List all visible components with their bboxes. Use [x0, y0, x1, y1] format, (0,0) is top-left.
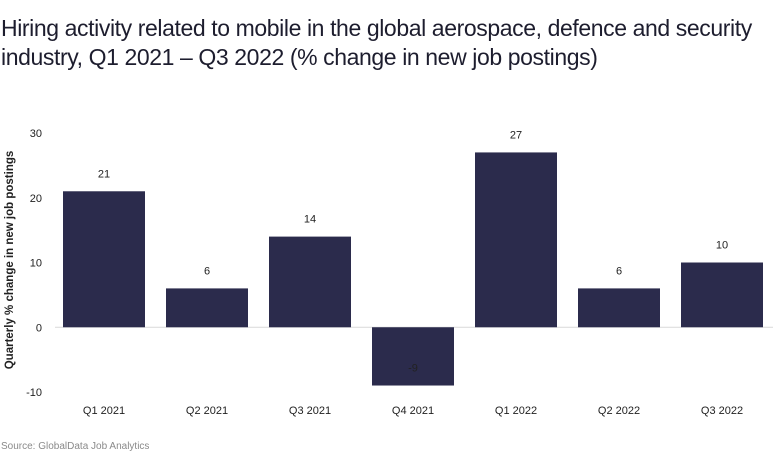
x-tick-label: Q4 2021 [392, 405, 434, 417]
data-labels: 21 6 14 -9 27 6 10 [98, 129, 728, 374]
y-tick-label: 10 [30, 258, 42, 270]
y-tick-label: 30 [30, 128, 42, 140]
bar [166, 288, 248, 328]
bar [372, 327, 454, 386]
x-tick-label: Q2 2021 [186, 405, 228, 417]
y-axis-ticks: 30 20 10 0 -10 [26, 128, 42, 399]
bar [681, 262, 763, 328]
bar [269, 236, 351, 328]
x-tick-label: Q3 2022 [701, 405, 743, 417]
chart-title: Hiring activity related to mobile in the… [1, 15, 752, 70]
data-label: 27 [510, 129, 522, 141]
data-label: 6 [616, 265, 622, 277]
bar [475, 152, 557, 328]
x-tick-label: Q1 2022 [495, 405, 537, 417]
x-tick-label: Q3 2021 [289, 405, 331, 417]
y-axis-label-group: Quarterly % change in new job postings [4, 151, 16, 370]
data-label: 14 [304, 214, 316, 226]
data-label: 10 [716, 240, 728, 252]
y-axis-label: Quarterly % change in new job postings [4, 151, 16, 370]
x-tick-label: Q1 2021 [83, 405, 125, 417]
data-label: 6 [204, 265, 210, 277]
bars [63, 152, 763, 386]
y-tick-label: 0 [36, 322, 42, 334]
x-axis-ticks: Q1 2021 Q2 2021 Q3 2021 Q4 2021 Q1 2022 Q2 20… [83, 405, 743, 417]
x-tick-label: Q2 2022 [598, 405, 640, 417]
data-label: 21 [98, 168, 110, 180]
bar [63, 191, 145, 328]
y-tick-label: -10 [26, 387, 42, 399]
y-tick-label: 20 [30, 193, 42, 205]
bar [578, 288, 660, 328]
data-label: -9 [408, 363, 418, 375]
source-note: Source: GlobalData Job Analytics [1, 441, 150, 452]
